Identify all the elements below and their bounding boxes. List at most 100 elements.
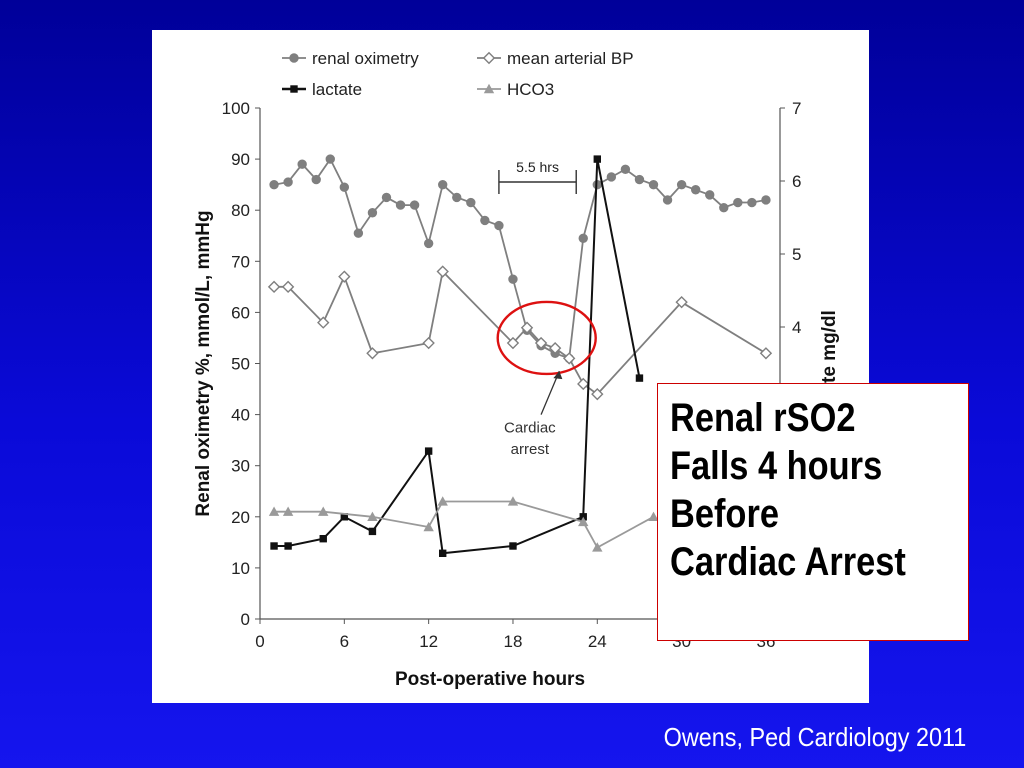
data-point <box>268 506 280 516</box>
callout-line-3: Before <box>670 492 779 536</box>
x-tick-label: 12 <box>419 632 438 651</box>
data-point <box>593 155 601 163</box>
data-point <box>506 336 520 350</box>
legend-label: HCO3 <box>507 80 554 99</box>
data-point <box>759 347 773 360</box>
data-point <box>409 200 420 210</box>
data-point <box>367 511 378 521</box>
citation: Owens, Ped Cardiology 2011 <box>663 722 966 752</box>
data-point <box>319 535 327 543</box>
data-point <box>509 542 517 550</box>
x-tick-label: 6 <box>340 632 349 651</box>
legend-label: renal oximetry <box>312 49 419 68</box>
y2-tick-label: 7 <box>792 99 801 118</box>
y-tick-label: 10 <box>231 559 250 578</box>
y-tick-label: 100 <box>222 99 250 118</box>
x-axis-title: Post-operative hours <box>395 669 585 690</box>
data-point <box>368 527 377 536</box>
data-point <box>480 215 490 226</box>
data-point <box>423 521 434 532</box>
data-point <box>548 341 562 355</box>
series-line <box>274 269 767 396</box>
data-point <box>367 208 378 218</box>
data-point <box>270 542 278 550</box>
callout-line-2: Falls 4 hours <box>670 444 883 488</box>
data-point <box>338 270 351 283</box>
data-point <box>452 192 462 203</box>
y-tick-label: 60 <box>231 303 250 322</box>
y-tick-label: 50 <box>231 355 250 374</box>
data-point <box>507 496 519 506</box>
data-point <box>635 374 644 382</box>
data-point <box>339 182 350 192</box>
y-tick-label: 0 <box>241 610 250 629</box>
chart-panel: 0 10 20 30 40 50 60 70 80 90 100 4 5 6 7 0 6 12 18 24 30 36 Po… <box>152 30 869 703</box>
data-point <box>592 542 603 552</box>
data-point <box>648 179 659 190</box>
data-point <box>366 347 379 360</box>
data-point <box>395 200 406 210</box>
y2-tick-label: 6 <box>792 172 801 191</box>
data-point <box>508 274 518 284</box>
data-point <box>761 195 771 205</box>
data-point <box>719 202 729 213</box>
data-point <box>311 174 321 185</box>
y-tick-label: 20 <box>231 508 250 527</box>
y2-tick-label: 4 <box>792 318 801 337</box>
data-point <box>562 352 576 365</box>
legend-label: lactate <box>312 80 362 99</box>
y2-tick-label: 5 <box>792 245 801 264</box>
data-point <box>318 506 329 516</box>
data-point <box>662 195 673 205</box>
data-point <box>282 506 294 516</box>
data-point <box>297 159 307 169</box>
callout-line-4: Cardiac Arrest <box>670 540 906 584</box>
y-tick-label: 90 <box>231 150 250 169</box>
interval-label: 5.5 hrs <box>516 159 559 175</box>
data-point <box>705 190 715 200</box>
y-axis-title: Renal oximetry %, mmol/L, mmHg <box>193 210 214 516</box>
legend-diamond-icon <box>482 51 496 65</box>
arrest-pointer-arrowhead <box>553 371 563 380</box>
data-point <box>267 280 281 294</box>
data-point <box>437 496 448 506</box>
x-tick-label: 0 <box>255 632 264 651</box>
x-tick-label: 18 <box>504 632 523 651</box>
data-point <box>340 513 349 521</box>
data-point <box>534 336 548 350</box>
data-point <box>676 179 687 190</box>
arrest-label-line1: Cardiac <box>504 419 556 436</box>
data-point <box>648 511 659 521</box>
data-point <box>381 192 392 203</box>
y2-axis-title: te mg/dl <box>819 310 840 383</box>
data-point <box>424 447 433 455</box>
data-point <box>439 549 447 557</box>
data-point <box>317 316 330 329</box>
data-point <box>325 154 335 164</box>
series-line <box>274 158 641 555</box>
data-point <box>690 185 701 195</box>
data-point <box>578 233 588 244</box>
data-point <box>269 179 279 190</box>
data-point <box>578 516 589 527</box>
data-point <box>606 172 617 182</box>
data-point <box>466 197 476 208</box>
legend-square-icon <box>290 85 298 93</box>
legend-label: mean arterial BP <box>507 49 634 68</box>
data-point <box>284 542 292 550</box>
data-point <box>620 164 631 175</box>
arrest-label-line2: arrest <box>511 441 550 458</box>
data-point <box>577 377 590 391</box>
data-point <box>436 265 449 278</box>
legend-triangle-icon <box>483 83 495 94</box>
y-tick-label: 70 <box>231 252 250 271</box>
callout-line-1: Renal rSO2 <box>670 396 856 440</box>
data-point <box>591 387 604 401</box>
y-tick-label: 80 <box>231 201 250 220</box>
y-tick-label: 40 <box>231 406 250 425</box>
data-point <box>520 321 534 334</box>
y-tick-label: 30 <box>231 457 250 476</box>
legend-circle-icon <box>289 53 299 63</box>
data-point <box>283 177 293 187</box>
